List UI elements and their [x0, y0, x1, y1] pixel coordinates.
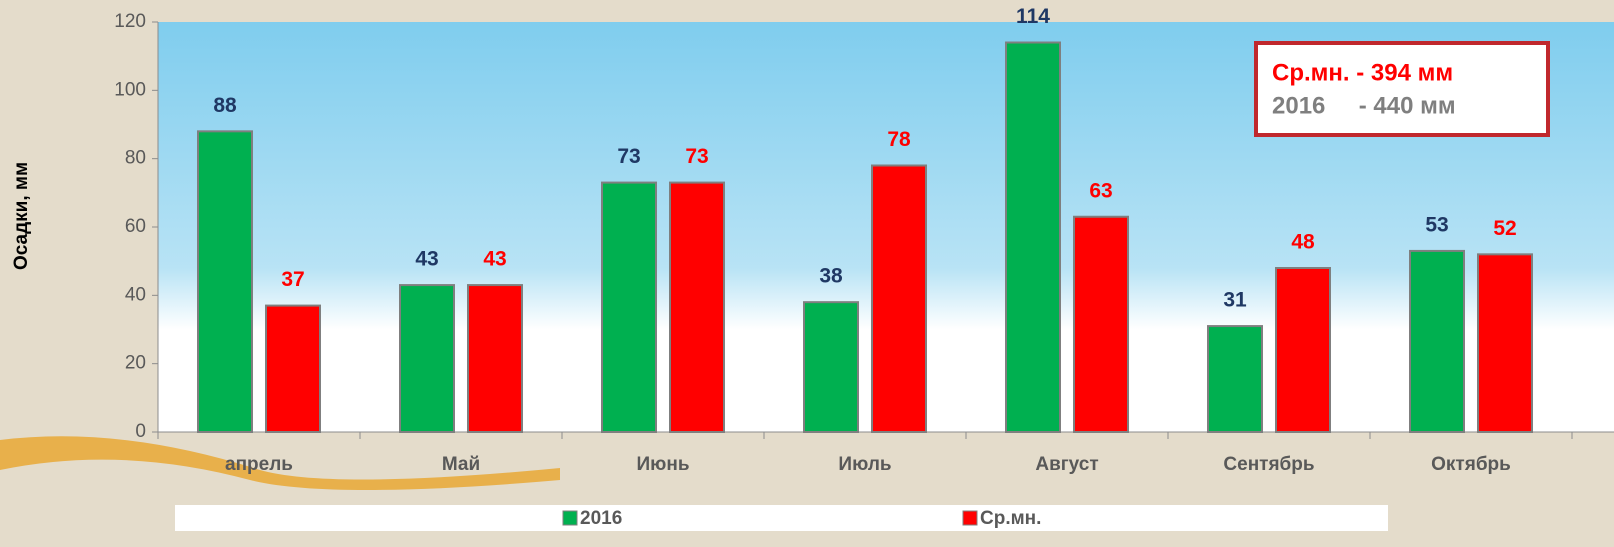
x-tick-label: Октябрь	[1431, 454, 1511, 475]
chart: Осадки, мм 0 20 40 60 80 100 120 апрель 88 37 Май 4…	[0, 0, 1614, 547]
legend	[175, 505, 1388, 531]
value-label: 114	[1016, 5, 1050, 28]
bar	[468, 285, 522, 432]
bar	[1276, 268, 1330, 432]
value-label: 37	[281, 268, 304, 291]
value-label: 43	[415, 248, 438, 271]
value-label: 43	[483, 248, 506, 271]
value-label: 88	[213, 94, 237, 117]
y-tick-label: 120	[114, 11, 146, 32]
bar	[872, 166, 926, 433]
bar	[1074, 217, 1128, 432]
value-label: 38	[819, 265, 843, 288]
annotation: 2016 - 440 мм	[1272, 92, 1456, 119]
annotation-box	[1256, 43, 1548, 135]
value-label: 73	[617, 145, 640, 168]
y-axis-label: Осадки, мм	[11, 162, 32, 270]
bar	[602, 183, 656, 432]
legend-label: Ср.мн.	[980, 508, 1041, 529]
bar	[266, 306, 320, 432]
bar	[198, 131, 252, 432]
bar	[1410, 251, 1464, 432]
bar	[1208, 326, 1262, 432]
x-tick-label: Май	[442, 454, 480, 475]
value-label: 53	[1425, 213, 1448, 236]
x-tick-label: Июль	[838, 454, 891, 475]
y-tick-label: 80	[125, 148, 146, 169]
y-tick-label: 60	[125, 216, 146, 237]
value-label: 48	[1291, 231, 1315, 254]
legend-swatch	[963, 511, 977, 525]
value-label: 52	[1493, 217, 1516, 240]
value-label: 63	[1089, 179, 1112, 202]
bar	[1478, 254, 1532, 432]
bar	[804, 302, 858, 432]
legend-swatch	[563, 511, 577, 525]
y-tick-label: 20	[125, 353, 146, 374]
y-tick-label: 0	[135, 421, 146, 442]
bar	[670, 183, 724, 432]
value-label: 31	[1223, 289, 1247, 312]
y-tick-label: 100	[114, 79, 146, 100]
bar	[400, 285, 454, 432]
annotation: Ср.мн. - 394 мм	[1272, 59, 1453, 86]
value-label: 73	[685, 145, 708, 168]
bar	[1006, 43, 1060, 433]
x-tick-label: Август	[1035, 454, 1098, 475]
legend-label: 2016	[580, 508, 622, 529]
y-tick-label: 40	[125, 284, 146, 305]
x-tick-label: Июнь	[636, 454, 689, 475]
value-label: 78	[887, 128, 911, 151]
x-tick-label: апрель	[225, 454, 293, 475]
x-tick-label: Сентябрь	[1223, 454, 1314, 475]
